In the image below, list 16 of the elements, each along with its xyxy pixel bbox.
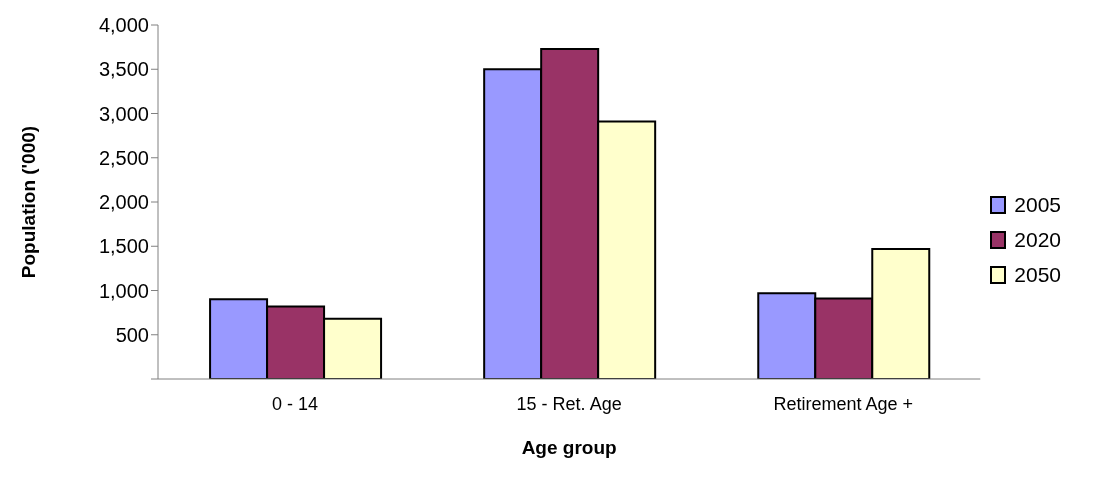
y-tick-label: 2,000 — [98, 191, 149, 214]
x-tick-label: Retirement Age + — [773, 393, 914, 414]
y-tick-label: 2,500 — [98, 146, 149, 169]
x-tick-label: 15 - Ret. Age — [516, 393, 622, 414]
x-tick-label: 0 - 14 — [272, 393, 319, 414]
y-tick-label: 500 — [115, 323, 149, 346]
y-tick-label: 3,500 — [98, 58, 149, 81]
legend-label: 2020 — [1014, 228, 1061, 252]
y-tick-label: 4,000 — [98, 14, 149, 37]
y-axis-title: Population ('000) — [17, 125, 39, 279]
y-tick-label: 3,000 — [98, 102, 149, 125]
legend-label: 2050 — [1014, 263, 1061, 287]
x-axis-title: Age group — [521, 437, 617, 458]
legend-label: 2005 — [1014, 193, 1061, 217]
y-tick-label: 1,000 — [98, 279, 149, 302]
y-tick-label: 1,500 — [98, 235, 149, 258]
